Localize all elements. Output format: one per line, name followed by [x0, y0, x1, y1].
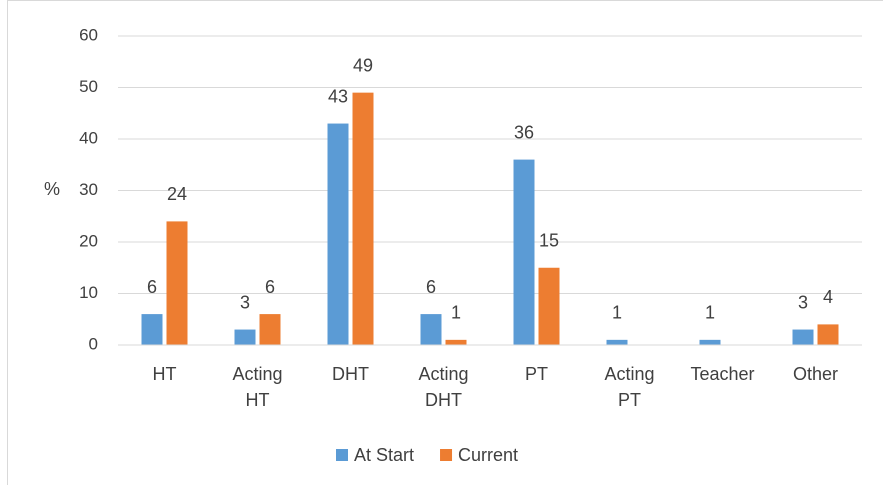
- bar: [513, 159, 535, 345]
- data-label: 1: [612, 303, 622, 323]
- x-tick-label: Acting DHT: [418, 364, 468, 410]
- legend-label: Current: [458, 445, 518, 465]
- x-tick-label: Teacher: [690, 364, 754, 384]
- bar: [141, 314, 163, 345]
- y-tick-label: 30: [79, 180, 98, 199]
- y-axis-label: %: [44, 179, 60, 199]
- y-tick-label: 50: [79, 77, 98, 96]
- x-tick-label: Acting HT: [232, 364, 282, 410]
- y-tick-label: 60: [79, 25, 98, 44]
- x-tick-label: Acting PT: [604, 364, 654, 410]
- data-label: 1: [705, 303, 715, 323]
- data-label: 4: [823, 287, 833, 307]
- bar: [259, 314, 281, 345]
- bar: [234, 329, 256, 345]
- data-label: 3: [240, 292, 250, 312]
- bar: [699, 339, 721, 345]
- bar: [420, 314, 442, 345]
- data-label: 6: [426, 277, 436, 297]
- x-tick-label: Other: [793, 364, 838, 384]
- legend-swatch: [440, 449, 453, 461]
- data-label: 6: [147, 277, 157, 297]
- data-label: 49: [353, 55, 373, 75]
- legend-label: At Start: [354, 445, 414, 465]
- legend-swatch: [336, 449, 348, 461]
- x-tick-label: HT: [153, 364, 177, 384]
- data-label: 6: [265, 277, 275, 297]
- data-label: 3: [798, 292, 808, 312]
- data-label: 24: [167, 184, 187, 204]
- y-tick-label: 0: [89, 334, 98, 353]
- bar: [606, 339, 628, 345]
- y-tick-label: 40: [79, 128, 98, 147]
- bar: [327, 123, 349, 345]
- x-tick-label: PT: [525, 364, 548, 384]
- data-label: 1: [451, 303, 461, 323]
- bar: [792, 329, 814, 345]
- chart-frame: [7, 0, 883, 485]
- bar: [445, 339, 467, 345]
- bar: [538, 267, 560, 345]
- bar: [166, 221, 188, 345]
- data-label: 15: [539, 231, 559, 251]
- y-tick-label: 20: [79, 231, 98, 250]
- x-tick-label: DHT: [332, 364, 369, 384]
- data-label: 43: [328, 86, 348, 106]
- y-tick-label: 10: [79, 283, 98, 302]
- bar: [352, 92, 374, 346]
- bar: [817, 324, 839, 345]
- data-label: 36: [514, 122, 534, 142]
